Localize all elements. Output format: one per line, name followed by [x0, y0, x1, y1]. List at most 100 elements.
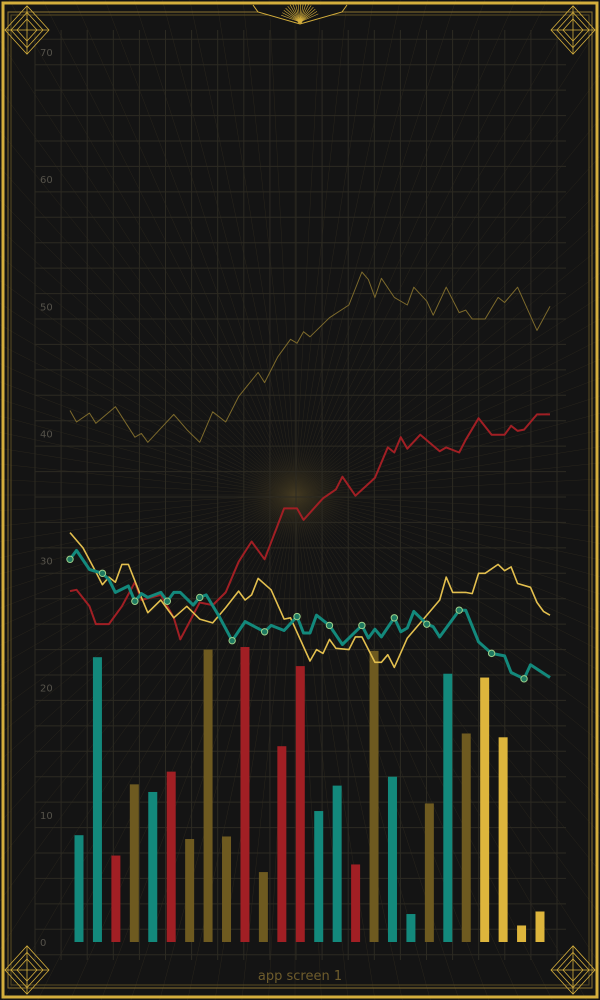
ray-line: [294, 494, 600, 834]
y-axis-ticks: 0 10 20 30 40 50 60 70: [40, 48, 53, 949]
bar: [74, 835, 84, 942]
ray-line: [159, 494, 296, 1000]
bar: [517, 925, 527, 942]
bar: [129, 784, 139, 942]
series-marker: [260, 628, 269, 636]
ray-line: [294, 0, 401, 496]
y-tick-label: 50: [40, 302, 53, 313]
center-glow: [225, 435, 365, 555]
ray-line: [294, 494, 376, 1000]
y-tick-label: 30: [40, 557, 53, 568]
bar: [369, 650, 379, 942]
fan-ornament-icon: [299, 11, 318, 23]
series-marker: [325, 621, 334, 630]
ray-line: [294, 0, 322, 496]
bar: [314, 811, 324, 942]
ray-line: [189, 0, 296, 496]
ray-line: [242, 0, 296, 496]
ray-line: [294, 0, 582, 496]
ray-line: [130, 494, 296, 1000]
bar: [166, 771, 176, 942]
bar: [148, 791, 158, 942]
ray-line: [0, 167, 296, 496]
corner-diamond-icon: [4, 945, 50, 995]
bar: [277, 746, 287, 942]
ray-line: [268, 0, 296, 496]
series-marker: [163, 597, 171, 605]
series-marker: [66, 555, 74, 563]
y-tick-label: 40: [40, 429, 53, 440]
bar: [535, 911, 545, 942]
series-line: [69, 271, 551, 443]
series-marker: [455, 606, 463, 614]
corner-diamond-icon: [550, 945, 596, 995]
bar: [387, 776, 397, 942]
ornaments: [4, 1, 596, 995]
ray-line: [104, 0, 296, 496]
line-series: [66, 271, 551, 683]
series-marker: [390, 614, 399, 622]
series-marker: [487, 649, 496, 658]
y-tick-label: 20: [40, 684, 53, 695]
bar: [295, 666, 305, 942]
ray-line: [294, 25, 600, 496]
y-tick-label: 60: [40, 175, 53, 186]
ray-line: [3, 494, 296, 1000]
fan-ornament-icon: [287, 6, 301, 23]
caption: app screen 1: [258, 969, 342, 984]
bar: [406, 914, 416, 942]
bar: [351, 864, 361, 942]
fan-ornament-icon: [299, 5, 312, 23]
corner-diamond-icon: [550, 5, 596, 55]
ray-line: [74, 0, 296, 496]
ray-line: [294, 118, 600, 496]
bar: [240, 647, 250, 942]
y-tick-label: 70: [40, 48, 53, 59]
ray-line: [0, 494, 296, 950]
bar: [222, 836, 232, 942]
y-tick-label: 0: [40, 938, 46, 949]
ray-line: [294, 0, 348, 496]
ray-line: [294, 220, 600, 496]
ray-line: [294, 494, 553, 1000]
ray-line: [216, 0, 296, 496]
ray-line: [294, 494, 490, 1000]
series-marker: [228, 636, 236, 645]
series-marker: [196, 593, 204, 602]
bar: [498, 737, 508, 942]
bar: [111, 855, 121, 942]
ray-line: [294, 0, 428, 496]
ray-line: [0, 494, 296, 791]
series-line: [69, 532, 551, 669]
series-marker: [423, 620, 431, 628]
fan-ornament-icon: [281, 14, 301, 23]
bars: [74, 647, 545, 942]
ray-line: [133, 0, 296, 496]
bar: [443, 673, 453, 942]
bar: [480, 677, 490, 942]
ray-line: [294, 494, 600, 801]
fan-ornament-icon: [299, 6, 314, 23]
corner-diamond-icon: [4, 5, 50, 55]
fan-ornament-icon: [282, 12, 301, 23]
ray-line: [294, 0, 374, 496]
fan-ornament-icon: [289, 4, 301, 23]
fan-ornament-icon: [283, 9, 301, 23]
bar: [92, 657, 102, 942]
ray-line: [294, 189, 600, 496]
ray-line: [294, 156, 600, 496]
series-marker: [131, 597, 139, 605]
ray-line: [241, 494, 296, 1000]
fan-ornament-icon: [297, 18, 303, 24]
ray-line: [162, 0, 296, 496]
ray-line: [294, 0, 486, 496]
bar: [461, 733, 471, 942]
ray-line: [42, 0, 296, 496]
fan-ornament-icon: [299, 13, 319, 23]
ray-line: [0, 494, 296, 860]
ray-line: [0, 494, 296, 761]
series-marker: [293, 612, 301, 621]
series-marker: [98, 569, 107, 577]
